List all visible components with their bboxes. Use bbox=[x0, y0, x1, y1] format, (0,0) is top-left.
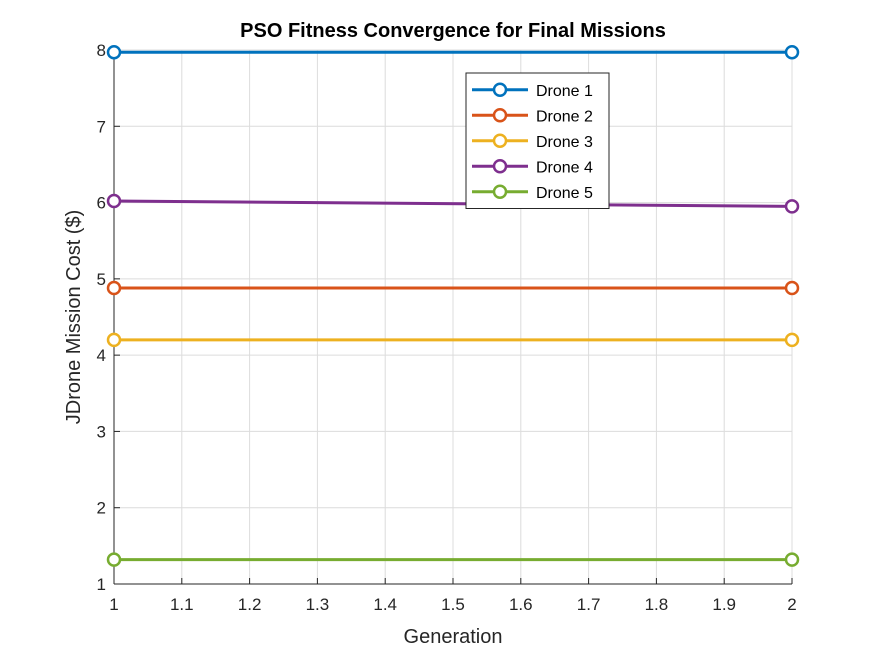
y-tick-label: 2 bbox=[97, 499, 106, 518]
series-1 bbox=[106, 45, 800, 60]
axes: 1 1.1 1.2 1.3 1.4 1.5 1.6 1.7 1.8 1.9 2 1 2 3 4 5 6 7 8 bbox=[97, 41, 797, 614]
x-tick-label: 1.1 bbox=[170, 595, 194, 614]
y-axis-title: JDrone Mission Cost ($) bbox=[63, 210, 85, 425]
legend-label: Drone 5 bbox=[536, 185, 593, 202]
series-layer bbox=[106, 45, 800, 567]
legend-item: Drone 4 bbox=[472, 159, 593, 176]
legend-label: Drone 3 bbox=[536, 134, 593, 151]
y-tick-label: 5 bbox=[97, 270, 106, 289]
legend-marker bbox=[492, 133, 508, 148]
data-point bbox=[784, 552, 800, 567]
x-tick-label: 1.3 bbox=[306, 595, 330, 614]
x-axis-title: Generation bbox=[404, 626, 503, 648]
y-tick-label: 1 bbox=[97, 575, 106, 594]
x-tick-label: 1.9 bbox=[712, 595, 736, 614]
x-tick-label: 1.8 bbox=[645, 595, 669, 614]
legend-marker bbox=[492, 82, 508, 97]
data-point bbox=[106, 552, 122, 567]
x-tick-label: 2 bbox=[787, 595, 796, 614]
y-tick-label: 3 bbox=[97, 422, 106, 441]
series-3 bbox=[106, 332, 800, 348]
data-point bbox=[106, 280, 122, 296]
chart-title: PSO Fitness Convergence for Final Missio… bbox=[240, 20, 666, 42]
data-point bbox=[106, 45, 122, 60]
x-tick-label: 1.6 bbox=[509, 595, 533, 614]
legend-item: Drone 3 bbox=[472, 133, 593, 151]
series-2 bbox=[106, 280, 800, 296]
legend-marker bbox=[492, 159, 508, 174]
legend-item: Drone 2 bbox=[472, 108, 593, 125]
legend-marker bbox=[492, 184, 508, 199]
series-line bbox=[113, 199, 793, 208]
legend-label: Drone 2 bbox=[536, 108, 593, 125]
data-point bbox=[784, 280, 800, 296]
x-tick-label: 1.7 bbox=[577, 595, 601, 614]
y-tick-label: 7 bbox=[97, 117, 106, 136]
legend: Drone 1 Drone 2 Drone 3 Drone 4 Drone 5 bbox=[465, 72, 610, 209]
data-point bbox=[784, 199, 800, 214]
y-tick-label: 8 bbox=[97, 41, 106, 60]
legend-item: Drone 5 bbox=[472, 184, 593, 202]
data-point bbox=[106, 193, 122, 209]
legend-marker bbox=[492, 108, 508, 123]
data-point bbox=[784, 332, 800, 348]
legend-label: Drone 4 bbox=[536, 159, 593, 176]
data-point bbox=[106, 332, 122, 348]
y-tick-label: 6 bbox=[97, 194, 106, 213]
x-tick-label: 1.4 bbox=[373, 595, 397, 614]
x-tick-label: 1 bbox=[109, 595, 118, 614]
legend-box bbox=[465, 72, 610, 209]
series-4 bbox=[106, 193, 800, 214]
data-point bbox=[784, 45, 800, 60]
x-tick-label: 1.2 bbox=[238, 595, 262, 614]
y-tick-label: 4 bbox=[97, 346, 106, 365]
x-tick-label: 1.5 bbox=[441, 595, 465, 614]
legend-label: Drone 1 bbox=[536, 83, 593, 100]
legend-item: Drone 1 bbox=[472, 82, 593, 100]
series-5 bbox=[106, 552, 800, 567]
